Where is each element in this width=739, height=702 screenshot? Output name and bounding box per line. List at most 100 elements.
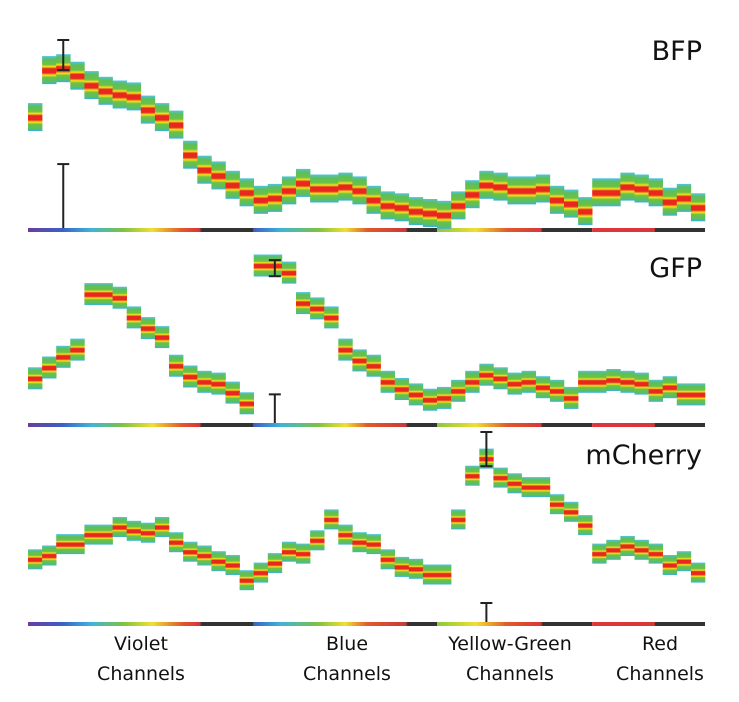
channel-band (549, 379, 565, 402)
spectrum-bar-blue (253, 622, 438, 626)
channel-band (564, 189, 579, 218)
channel-band (507, 176, 522, 205)
channel-band (465, 180, 480, 209)
channel-band (211, 161, 226, 190)
channel-band (169, 532, 184, 553)
group-label-violet-line2: Channels (97, 663, 185, 685)
channel-band (634, 174, 649, 203)
channel-band (42, 356, 57, 379)
channel-band (154, 103, 170, 132)
channel-band (408, 383, 424, 406)
channel-band (225, 381, 240, 404)
channel-band (239, 178, 254, 207)
channel-band (84, 71, 99, 100)
channel-band (267, 183, 283, 212)
channel-band (296, 292, 311, 315)
error-bar (480, 602, 493, 622)
channel-band (634, 539, 649, 560)
spectrum-bar-blue (253, 228, 438, 232)
channel-band (140, 95, 156, 124)
channel-band (479, 170, 494, 199)
channel-band (352, 532, 367, 553)
channel-band (408, 197, 424, 226)
channel-band (126, 82, 142, 111)
channel-band (507, 372, 522, 395)
channel-band (140, 317, 156, 340)
channel-band (324, 174, 339, 203)
channel-band (352, 176, 367, 205)
channel-band (154, 326, 170, 349)
channel-band (479, 363, 494, 386)
channel-band (183, 365, 198, 388)
channel-band (437, 564, 452, 585)
channel-band (437, 200, 452, 229)
channel-band (676, 183, 692, 212)
channel-band (296, 168, 311, 197)
channel-band (380, 191, 395, 220)
channel-band (42, 56, 57, 85)
channel-band (408, 558, 424, 579)
group-label-yellow-green-line1: Yellow-Green (447, 633, 572, 655)
channel-band (197, 370, 212, 393)
group-label-red-line1: Red (642, 633, 678, 655)
panel-gfp (28, 254, 706, 427)
channel-band (549, 494, 565, 515)
channel-band (380, 549, 395, 570)
group-label-violet-line1: Violet (114, 633, 168, 655)
channel-band (451, 509, 466, 530)
panel-label-bfp: BFP (652, 36, 702, 67)
channel-band (98, 76, 113, 105)
panel-label-gfp: GFP (649, 253, 702, 284)
channel-band (606, 178, 621, 207)
channel-band (310, 174, 325, 203)
spectrum-bar-yellow-green (437, 423, 593, 427)
channel-band (451, 379, 466, 402)
channel-band (592, 370, 607, 393)
error-bar (57, 163, 70, 228)
channel-band (676, 551, 692, 572)
channel-band (211, 551, 226, 572)
channel-band (465, 370, 480, 393)
channel-band (140, 522, 156, 543)
channel-band (535, 477, 551, 498)
channel-band (183, 140, 198, 169)
channel-band (690, 383, 706, 406)
channel-band (662, 187, 678, 216)
channel-band (84, 283, 99, 306)
channel-band (253, 185, 269, 214)
channel-band (648, 178, 663, 207)
channel-band (564, 501, 579, 522)
error-bar (268, 393, 281, 423)
channel-band (352, 349, 367, 372)
channel-band (648, 543, 663, 564)
spectrum-bar-yellow-green (437, 622, 593, 626)
channel-band (310, 530, 325, 551)
error-bar (480, 431, 493, 468)
channel-band (225, 555, 240, 575)
channel-band (366, 534, 381, 555)
channel-band (56, 534, 71, 555)
channel-band (380, 370, 395, 393)
channel-band (281, 261, 297, 284)
spectrum-bar-violet (28, 423, 254, 427)
channel-band (451, 191, 466, 220)
channel-band (98, 524, 113, 545)
channel-band (422, 388, 438, 411)
channel-band (225, 170, 240, 199)
channel-band (606, 539, 621, 560)
spectrum-bar-red (592, 228, 705, 232)
channel-band (239, 392, 254, 415)
channel-band (112, 517, 127, 537)
channel-band (535, 376, 551, 399)
error-bar (57, 39, 70, 72)
channel-band (465, 465, 480, 486)
channel-band (493, 467, 508, 488)
channel-band (620, 370, 635, 393)
channel-band (662, 555, 678, 575)
channel-band (690, 193, 706, 222)
channel-band (28, 103, 43, 132)
channel-band (310, 297, 325, 320)
channel-band (634, 372, 649, 395)
channel-band (281, 541, 297, 562)
